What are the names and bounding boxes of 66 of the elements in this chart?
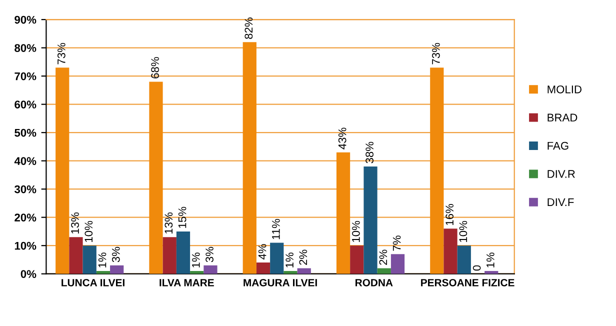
data-label: 82% — [244, 18, 253, 39]
data-label: 43% — [338, 128, 346, 150]
data-label: 38% — [366, 142, 374, 164]
data-label: 1% — [286, 252, 294, 268]
y-tick-label: 30% — [14, 185, 36, 194]
bar — [457, 246, 471, 274]
data-label: 10% — [84, 220, 93, 242]
data-label: 7% — [392, 236, 401, 251]
legend-label: DIV.F — [548, 198, 574, 206]
data-label: 10% — [352, 220, 360, 242]
bar — [377, 268, 391, 274]
y-tick-label: 0% — [20, 270, 36, 278]
data-label: 73% — [432, 42, 440, 64]
data-label: 2% — [379, 250, 388, 265]
bar — [350, 246, 364, 274]
data-label: 4% — [258, 244, 266, 260]
y-tick-label: 60% — [14, 100, 36, 108]
bar — [270, 242, 284, 274]
data-label: 3% — [206, 246, 214, 262]
y-tick-label: 20% — [14, 214, 36, 222]
bar — [69, 237, 83, 274]
legend-label: MOLID — [548, 85, 582, 94]
legend-label: FAG — [548, 142, 568, 150]
data-label: 10% — [459, 220, 468, 242]
bar — [444, 228, 458, 274]
x-tick-label: RODNA — [356, 278, 393, 286]
bar — [176, 231, 190, 274]
bar — [364, 166, 378, 274]
data-label: 3% — [112, 246, 120, 262]
bar — [336, 152, 350, 274]
y-tick-label: 10% — [14, 242, 36, 250]
y-tick-label: 90% — [14, 16, 36, 24]
data-label: 11% — [272, 218, 280, 240]
bar — [284, 271, 298, 274]
legend-label: DIV.R — [548, 170, 575, 178]
bar — [162, 237, 176, 274]
x-tick-label: MAGURA ILVEI — [244, 278, 317, 286]
bar — [56, 68, 70, 274]
data-label: 15% — [178, 206, 186, 228]
y-tick-label: 50% — [14, 128, 36, 137]
x-tick-label: ILVA MARE — [160, 279, 214, 286]
data-label: 2% — [299, 250, 308, 265]
bar — [390, 254, 405, 274]
bar — [82, 246, 96, 274]
data-label: 1% — [192, 252, 200, 268]
data-label: 16% — [446, 204, 454, 226]
bar — [149, 82, 163, 274]
data-label: 1% — [98, 252, 106, 268]
bar — [256, 262, 270, 274]
y-tick-label: 40% — [14, 157, 36, 165]
x-tick-label: PERSOANE FIZICE — [421, 278, 514, 286]
y-tick-label: 80% — [14, 44, 36, 52]
data-label: 73% — [57, 42, 66, 64]
y-tick-label: 70% — [14, 72, 36, 80]
bar — [297, 268, 311, 274]
bar — [204, 265, 218, 274]
bar — [242, 42, 256, 274]
data-label: 0 — [472, 265, 481, 271]
legend-label: BRAD — [548, 114, 578, 122]
bar — [430, 68, 444, 274]
data-label: 68% — [151, 57, 159, 78]
data-label: 1% — [486, 252, 494, 268]
bar — [110, 265, 124, 274]
data-label: 13% — [71, 212, 79, 234]
x-tick-label: LUNCA ILVEI — [62, 278, 124, 286]
data-label: 13% — [164, 212, 173, 234]
